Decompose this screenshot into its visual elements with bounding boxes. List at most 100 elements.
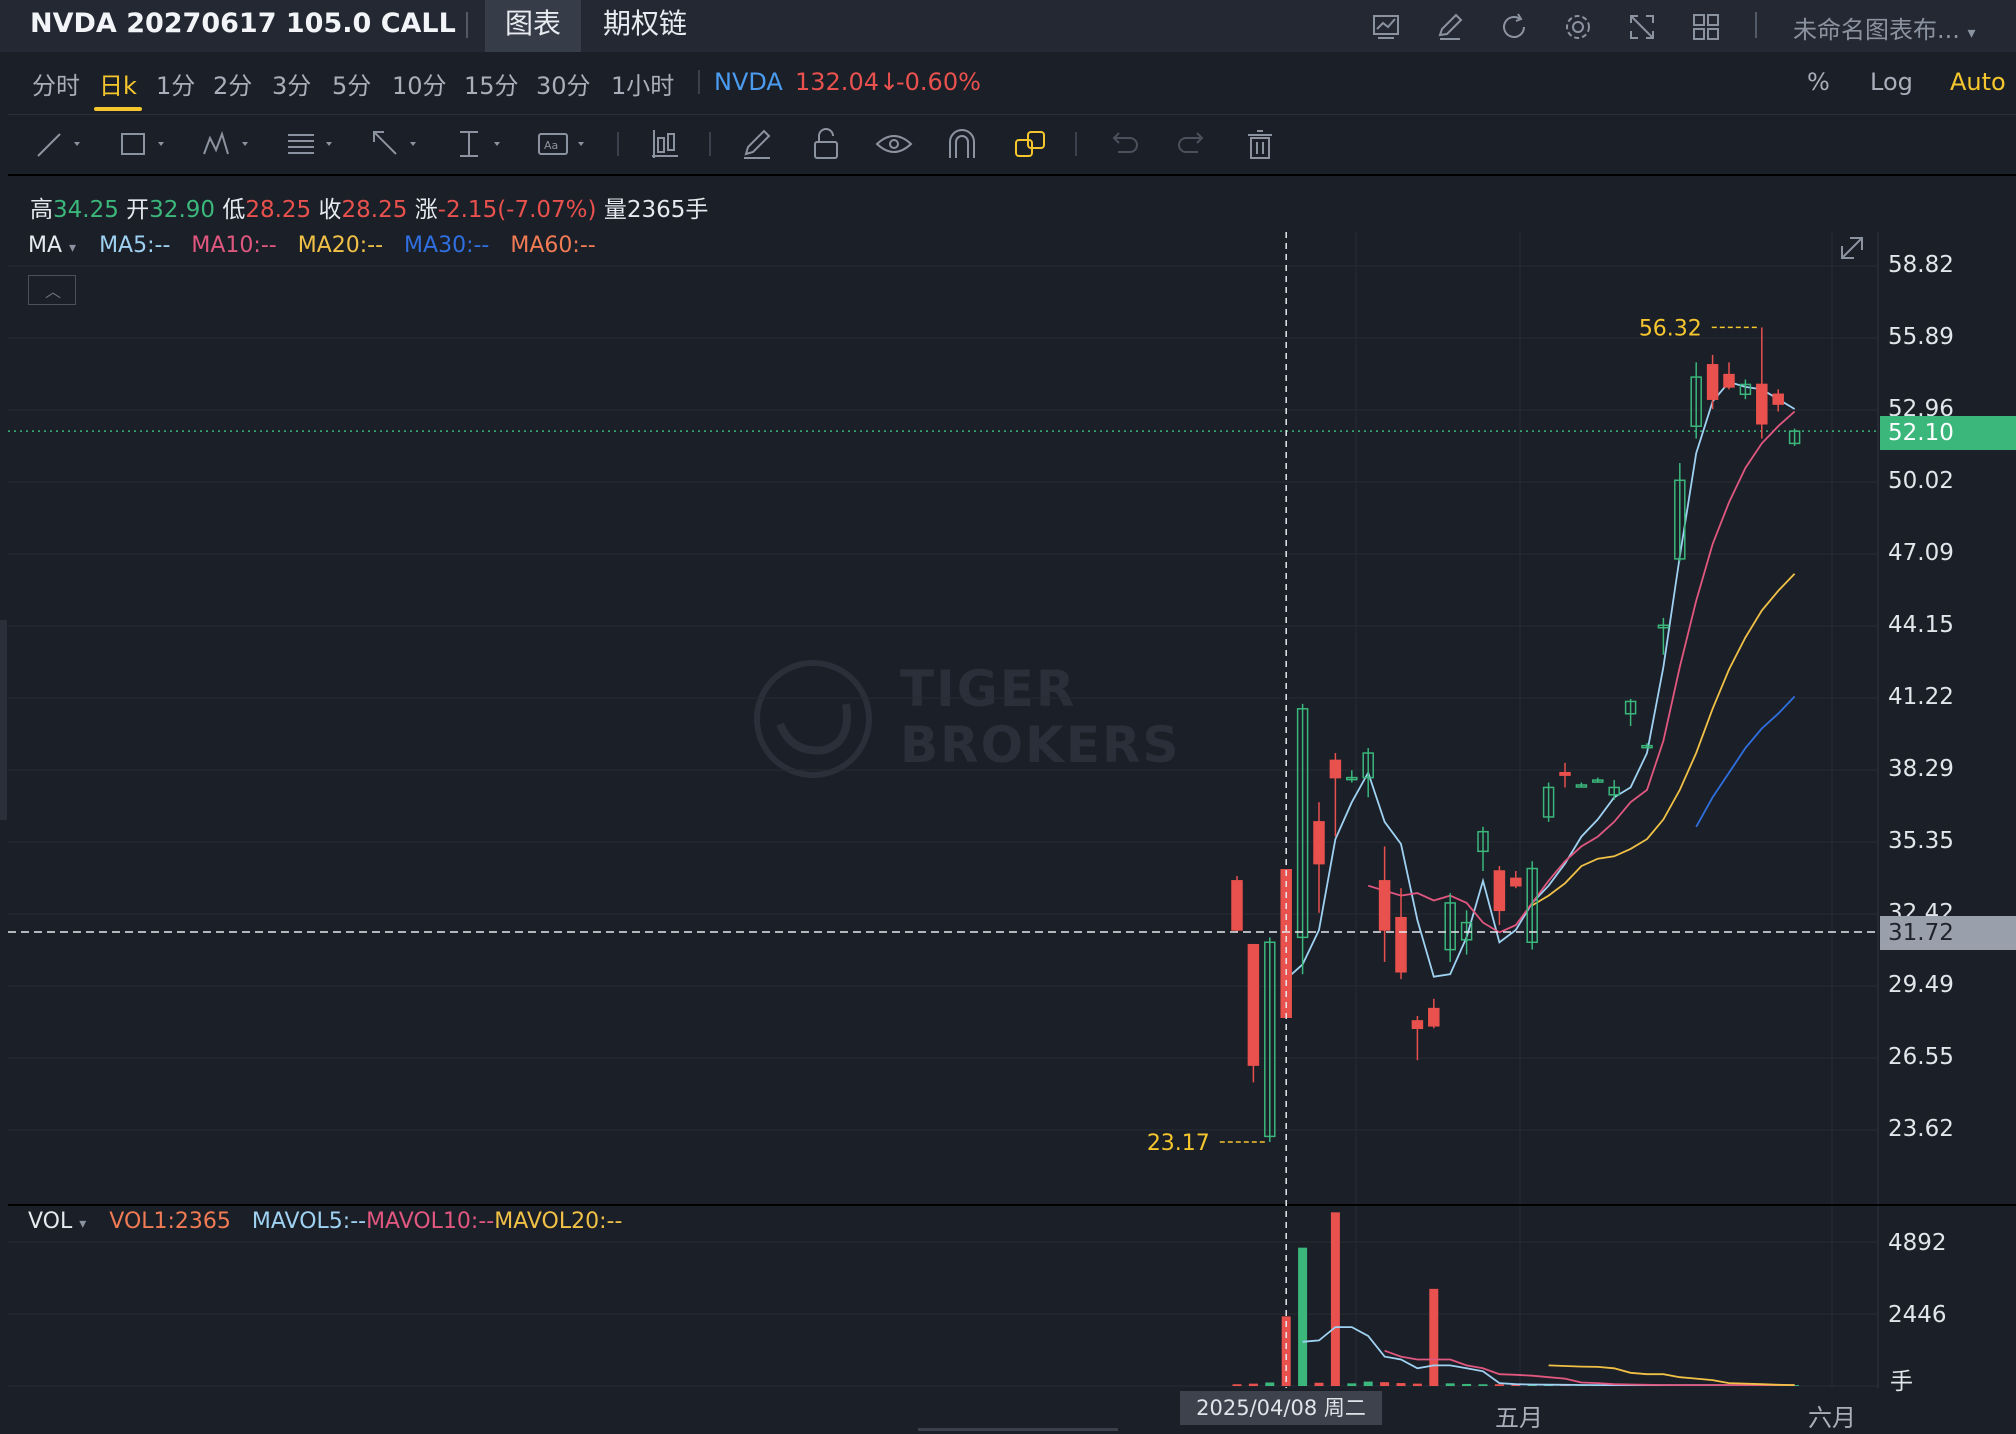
candle-body xyxy=(1346,776,1358,781)
percent-toggle[interactable]: % xyxy=(1807,68,1830,96)
candle-body xyxy=(1592,779,1604,783)
settings-icon[interactable] xyxy=(1558,7,1598,47)
pen-icon[interactable] xyxy=(736,124,780,164)
candle-body xyxy=(1329,759,1342,779)
vol-legend[interactable]: VOL ▾ VOL1:2365 MAVOL5:--MAVOL10:--MAVOL… xyxy=(28,1209,622,1234)
ma10-line xyxy=(1367,410,1796,934)
timeframe-10min[interactable]: 10分 xyxy=(392,72,447,100)
line-tool-icon[interactable] xyxy=(32,124,88,164)
tiger-logo-watermark xyxy=(754,660,872,778)
underlying-price: 132.04↓ xyxy=(795,68,900,96)
chevron-down-icon: ▾ xyxy=(79,1216,87,1232)
lock-icon[interactable] xyxy=(804,124,848,164)
low-value: 28.25 xyxy=(245,197,312,223)
y-tick-label: 58.82 xyxy=(1888,252,1954,278)
volume-bar xyxy=(1281,1316,1291,1386)
refresh-icon[interactable] xyxy=(1494,7,1534,47)
redo-icon[interactable] xyxy=(1170,124,1214,164)
ma-legend[interactable]: MA ▾ MA5:-- MA10:-- MA20:-- MA30:-- MA60… xyxy=(28,233,596,258)
candle-body xyxy=(1690,376,1702,427)
timeframe-15min[interactable]: 15分 xyxy=(464,72,519,100)
candle-body xyxy=(1378,880,1391,931)
divider xyxy=(1075,132,1077,156)
undo-icon[interactable] xyxy=(1102,124,1146,164)
divider xyxy=(617,132,619,156)
candle-body xyxy=(1575,784,1588,788)
arrow-tool-icon[interactable] xyxy=(368,124,424,164)
max-price-label: 56.32 xyxy=(1639,316,1702,341)
crosshair-price-tag: 31.72 xyxy=(1880,916,2016,950)
mavol5-label: MAVOL5:-- xyxy=(251,1209,367,1234)
candle-body xyxy=(1428,1007,1440,1027)
close-label: 收 xyxy=(318,197,342,223)
timeframe-1hour[interactable]: 1小时 xyxy=(611,72,675,100)
candle-body xyxy=(1264,941,1276,1138)
volume-bar xyxy=(1527,1384,1537,1386)
ohlc-info: 高34.25 开32.90 低28.25 收28.25 涨-2.15(-7.07… xyxy=(30,190,708,224)
text-tool-icon[interactable]: Aa xyxy=(536,124,592,164)
timeframe-2min[interactable]: 2分 xyxy=(213,72,253,100)
symbol-title: NVDA 20270617 105.0 CALL xyxy=(30,8,456,39)
timeframe-1min[interactable]: 1分 xyxy=(156,72,196,100)
volume-tick-label: 4892 xyxy=(1888,1230,1947,1256)
timeframe-3min[interactable]: 3分 xyxy=(272,72,312,100)
volume-bar xyxy=(1396,1383,1406,1386)
underlying-symbol[interactable]: NVDA xyxy=(714,68,783,96)
draw-icon[interactable] xyxy=(1430,7,1470,47)
chart-type-icon[interactable] xyxy=(644,124,688,164)
candle-body xyxy=(1231,880,1243,931)
candle-body xyxy=(1739,383,1752,396)
volume-bar xyxy=(1347,1383,1357,1386)
candle-body xyxy=(1706,364,1719,400)
candle-body xyxy=(1756,383,1768,425)
fullscreen-icon[interactable] xyxy=(1622,7,1662,47)
timeframe-daily[interactable]: 日k xyxy=(99,72,137,100)
x-tick-label: 五月 xyxy=(1495,1404,1543,1432)
watermark-text: BROKERS xyxy=(900,716,1181,774)
candle-body xyxy=(1313,821,1325,865)
layout-name-dropdown[interactable]: 未命名图表布... ▾ xyxy=(1793,16,1976,44)
candle-body xyxy=(1772,393,1784,405)
y-tick-label: 50.02 xyxy=(1888,468,1954,494)
volume-bar xyxy=(1462,1383,1472,1386)
horizontal-scrollbar xyxy=(918,1428,1118,1431)
timeframe-30min[interactable]: 30分 xyxy=(536,72,591,100)
log-toggle[interactable]: Log xyxy=(1870,68,1913,96)
grid-layout-icon[interactable] xyxy=(1686,7,1726,47)
eye-icon[interactable] xyxy=(872,124,916,164)
indicator-icon[interactable] xyxy=(1366,7,1406,47)
auto-toggle[interactable]: Auto xyxy=(1950,68,2006,96)
collapse-legend-button[interactable]: ︿ xyxy=(28,275,76,305)
timeframe-5min[interactable]: 5分 xyxy=(332,72,372,100)
high-label: 高 xyxy=(30,197,53,223)
magnet-icon[interactable] xyxy=(940,124,984,164)
candle-body xyxy=(1510,877,1522,887)
tab-option-chain[interactable]: 期权链 xyxy=(603,7,688,40)
fib-tool-icon[interactable] xyxy=(284,124,340,164)
link-icon[interactable] xyxy=(1008,124,1052,164)
ma10-label: MA10:-- xyxy=(191,233,277,258)
volume-bar xyxy=(1363,1381,1373,1386)
pattern-tool-icon[interactable] xyxy=(200,124,256,164)
measure-tool-icon[interactable] xyxy=(452,124,508,164)
expand-icon[interactable] xyxy=(1841,237,1863,259)
rectangle-tool-icon[interactable] xyxy=(116,124,172,164)
chevron-up-icon: ︿ xyxy=(45,282,62,301)
divider xyxy=(709,132,711,156)
mavol20-line xyxy=(1548,1364,1795,1386)
y-tick-label: 29.49 xyxy=(1888,972,1954,998)
trash-icon[interactable] xyxy=(1238,124,1282,164)
candle-body xyxy=(1362,752,1374,779)
tab-chart[interactable]: 图表 xyxy=(485,0,582,52)
vol-dropdown[interactable]: VOL ▾ xyxy=(28,1209,87,1234)
divider xyxy=(698,70,700,94)
timeframe-intraday[interactable]: 分时 xyxy=(32,72,80,100)
candle-body xyxy=(1411,1020,1424,1030)
change-value: -2.15(-7.07%) xyxy=(437,197,597,223)
volume-bar xyxy=(1429,1288,1439,1386)
y-tick-label: 47.09 xyxy=(1888,540,1954,566)
y-tick-label: 44.15 xyxy=(1888,612,1954,638)
ma-dropdown[interactable]: MA ▾ xyxy=(28,233,77,258)
candle-body xyxy=(1542,786,1555,818)
